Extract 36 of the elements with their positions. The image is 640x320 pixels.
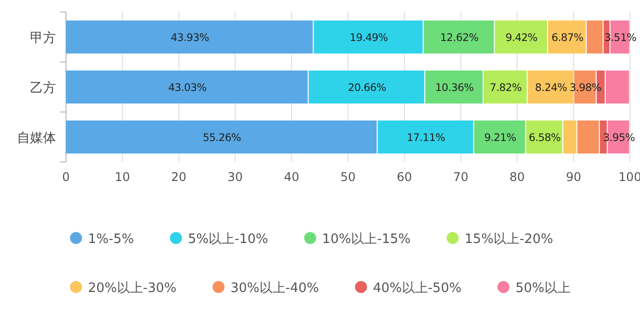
y-tick-label: 乙方 [30, 80, 56, 96]
bar [484, 70, 527, 104]
x-tick-label: 70 [453, 170, 468, 184]
x-tick-label: 0 [62, 170, 70, 184]
y-tick-label: 自媒体 [17, 131, 56, 146]
y-tick-label: 甲方 [30, 30, 56, 46]
bar [66, 70, 308, 104]
x-tick-label: 40 [284, 170, 300, 184]
bar [494, 20, 547, 54]
x-tick-label: 30 [228, 170, 243, 184]
bar [424, 20, 494, 54]
bar [425, 70, 483, 104]
bar [577, 120, 599, 154]
x-tick-label: 10 [114, 170, 130, 184]
legend-label: 50%以上 [515, 281, 570, 296]
bar [563, 120, 576, 154]
x-tick-label: 20 [171, 170, 186, 184]
bar [308, 70, 424, 104]
bar [66, 20, 313, 54]
legend-label: 1%-5% [88, 232, 134, 247]
bar [586, 20, 603, 54]
x-tick-label: 50 [340, 170, 356, 184]
legend-label: 40%以上-50% [372, 281, 462, 296]
legend-label: 10%以上-15% [322, 232, 411, 247]
legend-label: 5%以上-10% [188, 232, 268, 247]
x-tick-label: 80 [510, 170, 525, 184]
legend-label: 30%以上-40% [230, 281, 319, 296]
bar [314, 20, 423, 54]
bar [66, 120, 377, 154]
bar [606, 70, 629, 104]
legend-label: 20%以上-30% [88, 281, 176, 296]
bar [474, 120, 526, 154]
bar [378, 120, 474, 154]
legend-label: 15%以上-20% [464, 232, 554, 247]
x-tick-label: 90 [566, 170, 582, 184]
x-tick-label: 60 [396, 170, 412, 184]
